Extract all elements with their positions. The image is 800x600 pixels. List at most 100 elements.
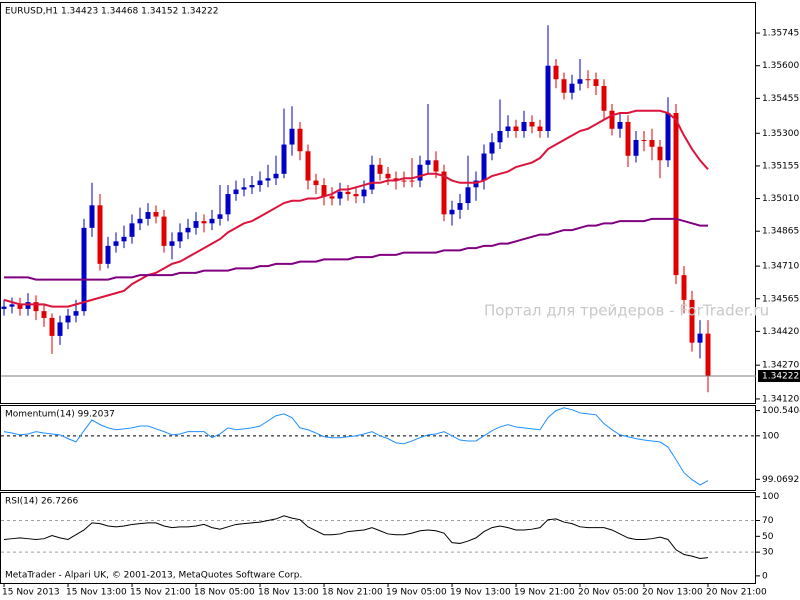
- candle-body: [513, 126, 519, 132]
- candle-body: [521, 122, 527, 132]
- y-tick-label: 1.34710: [762, 262, 799, 272]
- x-tick-label: 18 Nov 05:00: [194, 588, 255, 598]
- candle-body: [705, 333, 711, 377]
- candle-body: [473, 180, 479, 188]
- candle-body: [137, 218, 143, 224]
- indicator-line: [3, 515, 709, 559]
- candle-body: [433, 160, 439, 172]
- candle-body: [65, 315, 71, 323]
- y-tick-label: 100: [762, 492, 779, 502]
- candle-body: [529, 122, 535, 127]
- candle-body: [105, 245, 111, 264]
- candle-body: [689, 299, 695, 343]
- candle-body: [225, 194, 231, 215]
- candle-body: [305, 151, 311, 181]
- candle-body: [641, 140, 647, 142]
- pane-frame: [0, 2, 756, 404]
- x-tick-label: 19 Nov 05:00: [386, 588, 447, 598]
- candle-body: [401, 180, 407, 182]
- candle-body: [57, 322, 63, 336]
- x-tick-label: 15 Nov 21:00: [130, 588, 191, 598]
- plot-area: [3, 407, 709, 486]
- candle-body: [369, 164, 375, 190]
- candle-body: [185, 227, 191, 233]
- candle-body: [297, 128, 303, 152]
- pane-frame: [0, 492, 756, 584]
- candle-body: [457, 203, 463, 210]
- candle-body: [505, 126, 511, 132]
- candle-body: [449, 209, 455, 215]
- candle-body: [113, 241, 119, 246]
- y-tick-label: 1.35300: [762, 129, 799, 139]
- y-tick-label: 50: [762, 532, 774, 542]
- candle-body: [337, 191, 343, 199]
- candle-body: [361, 189, 367, 197]
- candle-body: [649, 140, 655, 147]
- candle-body: [49, 317, 55, 336]
- y-tick-label: 1.35455: [762, 94, 799, 104]
- y-tick-label: 100.5404: [762, 406, 800, 416]
- candle-body: [633, 140, 639, 156]
- candle-body: [569, 83, 575, 93]
- moving-average: [3, 109, 709, 308]
- candle-body: [177, 232, 183, 242]
- candle-body: [201, 221, 207, 224]
- candle-body: [657, 146, 663, 161]
- candle-body: [233, 189, 239, 195]
- x-tick-label: 19 Nov 13:00: [450, 588, 511, 598]
- candle-body: [217, 214, 223, 219]
- candle-body: [497, 131, 503, 143]
- x-tick-label: 20 Nov 21:00: [706, 588, 767, 598]
- pane-frame: [0, 405, 756, 491]
- candle-body: [345, 191, 351, 195]
- y-tick-label: 99.0692: [762, 475, 799, 485]
- candle-body: [249, 185, 255, 188]
- x-tick-label: 18 Nov 13:00: [258, 588, 319, 598]
- candle-body: [673, 113, 679, 276]
- candle-body: [89, 205, 95, 228]
- x-tick-label: 20 Nov 05:00: [578, 588, 639, 598]
- candle-body: [153, 212, 159, 217]
- y-tick-label: 1.34565: [762, 294, 799, 304]
- candle-body: [281, 144, 287, 174]
- candle-body: [33, 302, 39, 312]
- plot-area: [1, 25, 711, 393]
- candle-body: [41, 311, 47, 318]
- candle-body: [697, 333, 703, 343]
- y-tick-label: 1.34420: [762, 327, 799, 337]
- y-tick-label: 1.34865: [762, 227, 799, 237]
- candle-body: [9, 304, 15, 307]
- candle-body: [121, 236, 127, 242]
- x-tick-label: 15 Nov 2013: [2, 588, 60, 598]
- candle-body: [97, 205, 103, 264]
- candle-body: [561, 79, 567, 93]
- candle-body: [585, 79, 591, 81]
- candle-body: [393, 178, 399, 181]
- candle-body: [329, 196, 335, 199]
- pane-title: EURUSD,H1 1.34423 1.34468 1.34152 1.3422…: [5, 7, 218, 17]
- candle-body: [481, 153, 487, 181]
- candle-body: [409, 180, 415, 182]
- candle-body: [265, 178, 271, 181]
- indicator-line: [3, 407, 709, 486]
- candle-body: [441, 171, 447, 215]
- y-tick-label: 1.35600: [762, 61, 799, 71]
- y-tick-label: 1.34120: [762, 394, 799, 404]
- candle-body: [321, 185, 327, 197]
- watermark: Портал для трейдеров - ForTrader.ru: [484, 302, 769, 320]
- x-tick-label: 20 Nov 13:00: [642, 588, 703, 598]
- y-tick-label: 30: [762, 548, 774, 558]
- y-tick-label: 1.34270: [762, 361, 799, 371]
- footer: MetaTrader - Alpari UK, © 2001-2013, Met…: [5, 571, 302, 581]
- candle-body: [489, 142, 495, 154]
- y-tick-label: 1.35155: [762, 161, 799, 171]
- candle-body: [193, 221, 199, 228]
- plot-area: [3, 515, 709, 559]
- candle-body: [25, 302, 31, 309]
- candle-body: [377, 164, 383, 174]
- pane-title: RSI(14) 26.7266: [5, 497, 78, 507]
- candle-body: [353, 194, 359, 197]
